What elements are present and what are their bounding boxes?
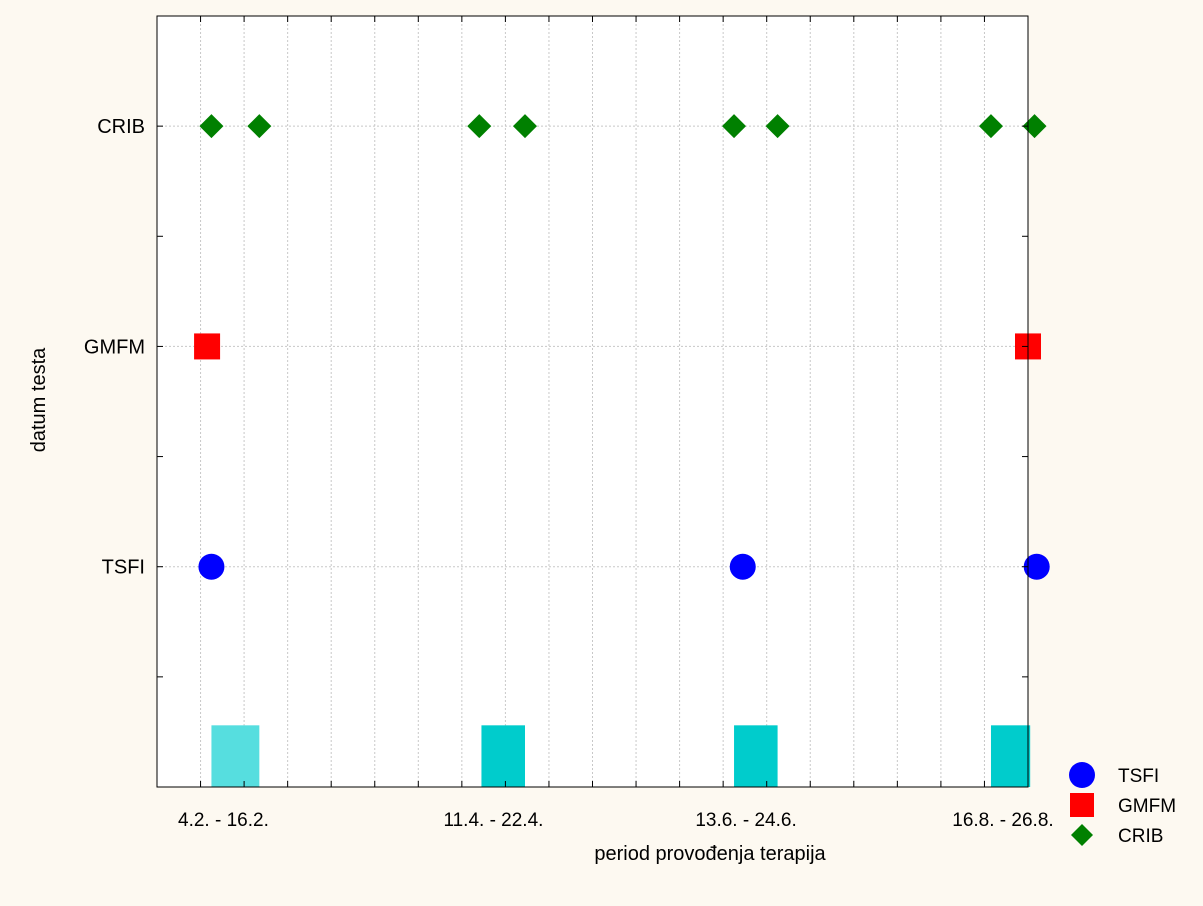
x-axis-title: period provođenja terapija <box>594 843 826 865</box>
tsfi-marker <box>198 553 225 580</box>
y-tick-label: TSFI <box>102 557 145 579</box>
gmfm-marker <box>194 333 221 360</box>
x-tick-label: 11.4. - 22.4. <box>443 810 543 831</box>
crib-marker <box>1022 114 1047 139</box>
therapy-period-bar <box>990 725 1031 787</box>
grid-lines <box>157 16 1028 787</box>
legend-label: TSFI <box>1118 766 1159 787</box>
legend-crib-symbol <box>1071 824 1093 846</box>
tsfi-marker <box>1023 553 1050 580</box>
crib-marker <box>247 114 272 139</box>
legend: TSFI GMFM CRIB <box>1069 762 1176 847</box>
therapy-period-bar <box>481 725 525 787</box>
therapy-period-bar <box>734 725 778 787</box>
legend-gmfm-symbol <box>1070 793 1094 817</box>
legend-label: CRIB <box>1118 826 1163 847</box>
legend-tsfi-symbol <box>1069 762 1095 788</box>
crib-marker <box>467 114 492 139</box>
crib-marker <box>722 114 747 139</box>
crib-marker <box>765 114 790 139</box>
x-tick-label: 16.8. - 26.8. <box>952 810 1053 831</box>
crib-marker <box>512 114 537 139</box>
y-tick-label: CRIB <box>97 116 145 138</box>
legend-label: GMFM <box>1118 796 1176 817</box>
x-tick-label: 13.6. - 24.6. <box>695 810 796 831</box>
tsfi-marker <box>729 553 756 580</box>
therapy-period-bars <box>211 725 1031 787</box>
crib-marker <box>978 114 1003 139</box>
y-axis-title: datum testa <box>28 347 50 452</box>
axes: TSFI GMFM CRIB 4.2. - 16.2. 11.4. - 22.4. 13.… <box>84 16 1054 831</box>
crib-marker <box>199 114 224 139</box>
y-tick-label: GMFM <box>84 336 145 358</box>
x-tick-label: 4.2. - 16.2. <box>178 810 269 831</box>
therapy-period-bar <box>211 725 260 787</box>
